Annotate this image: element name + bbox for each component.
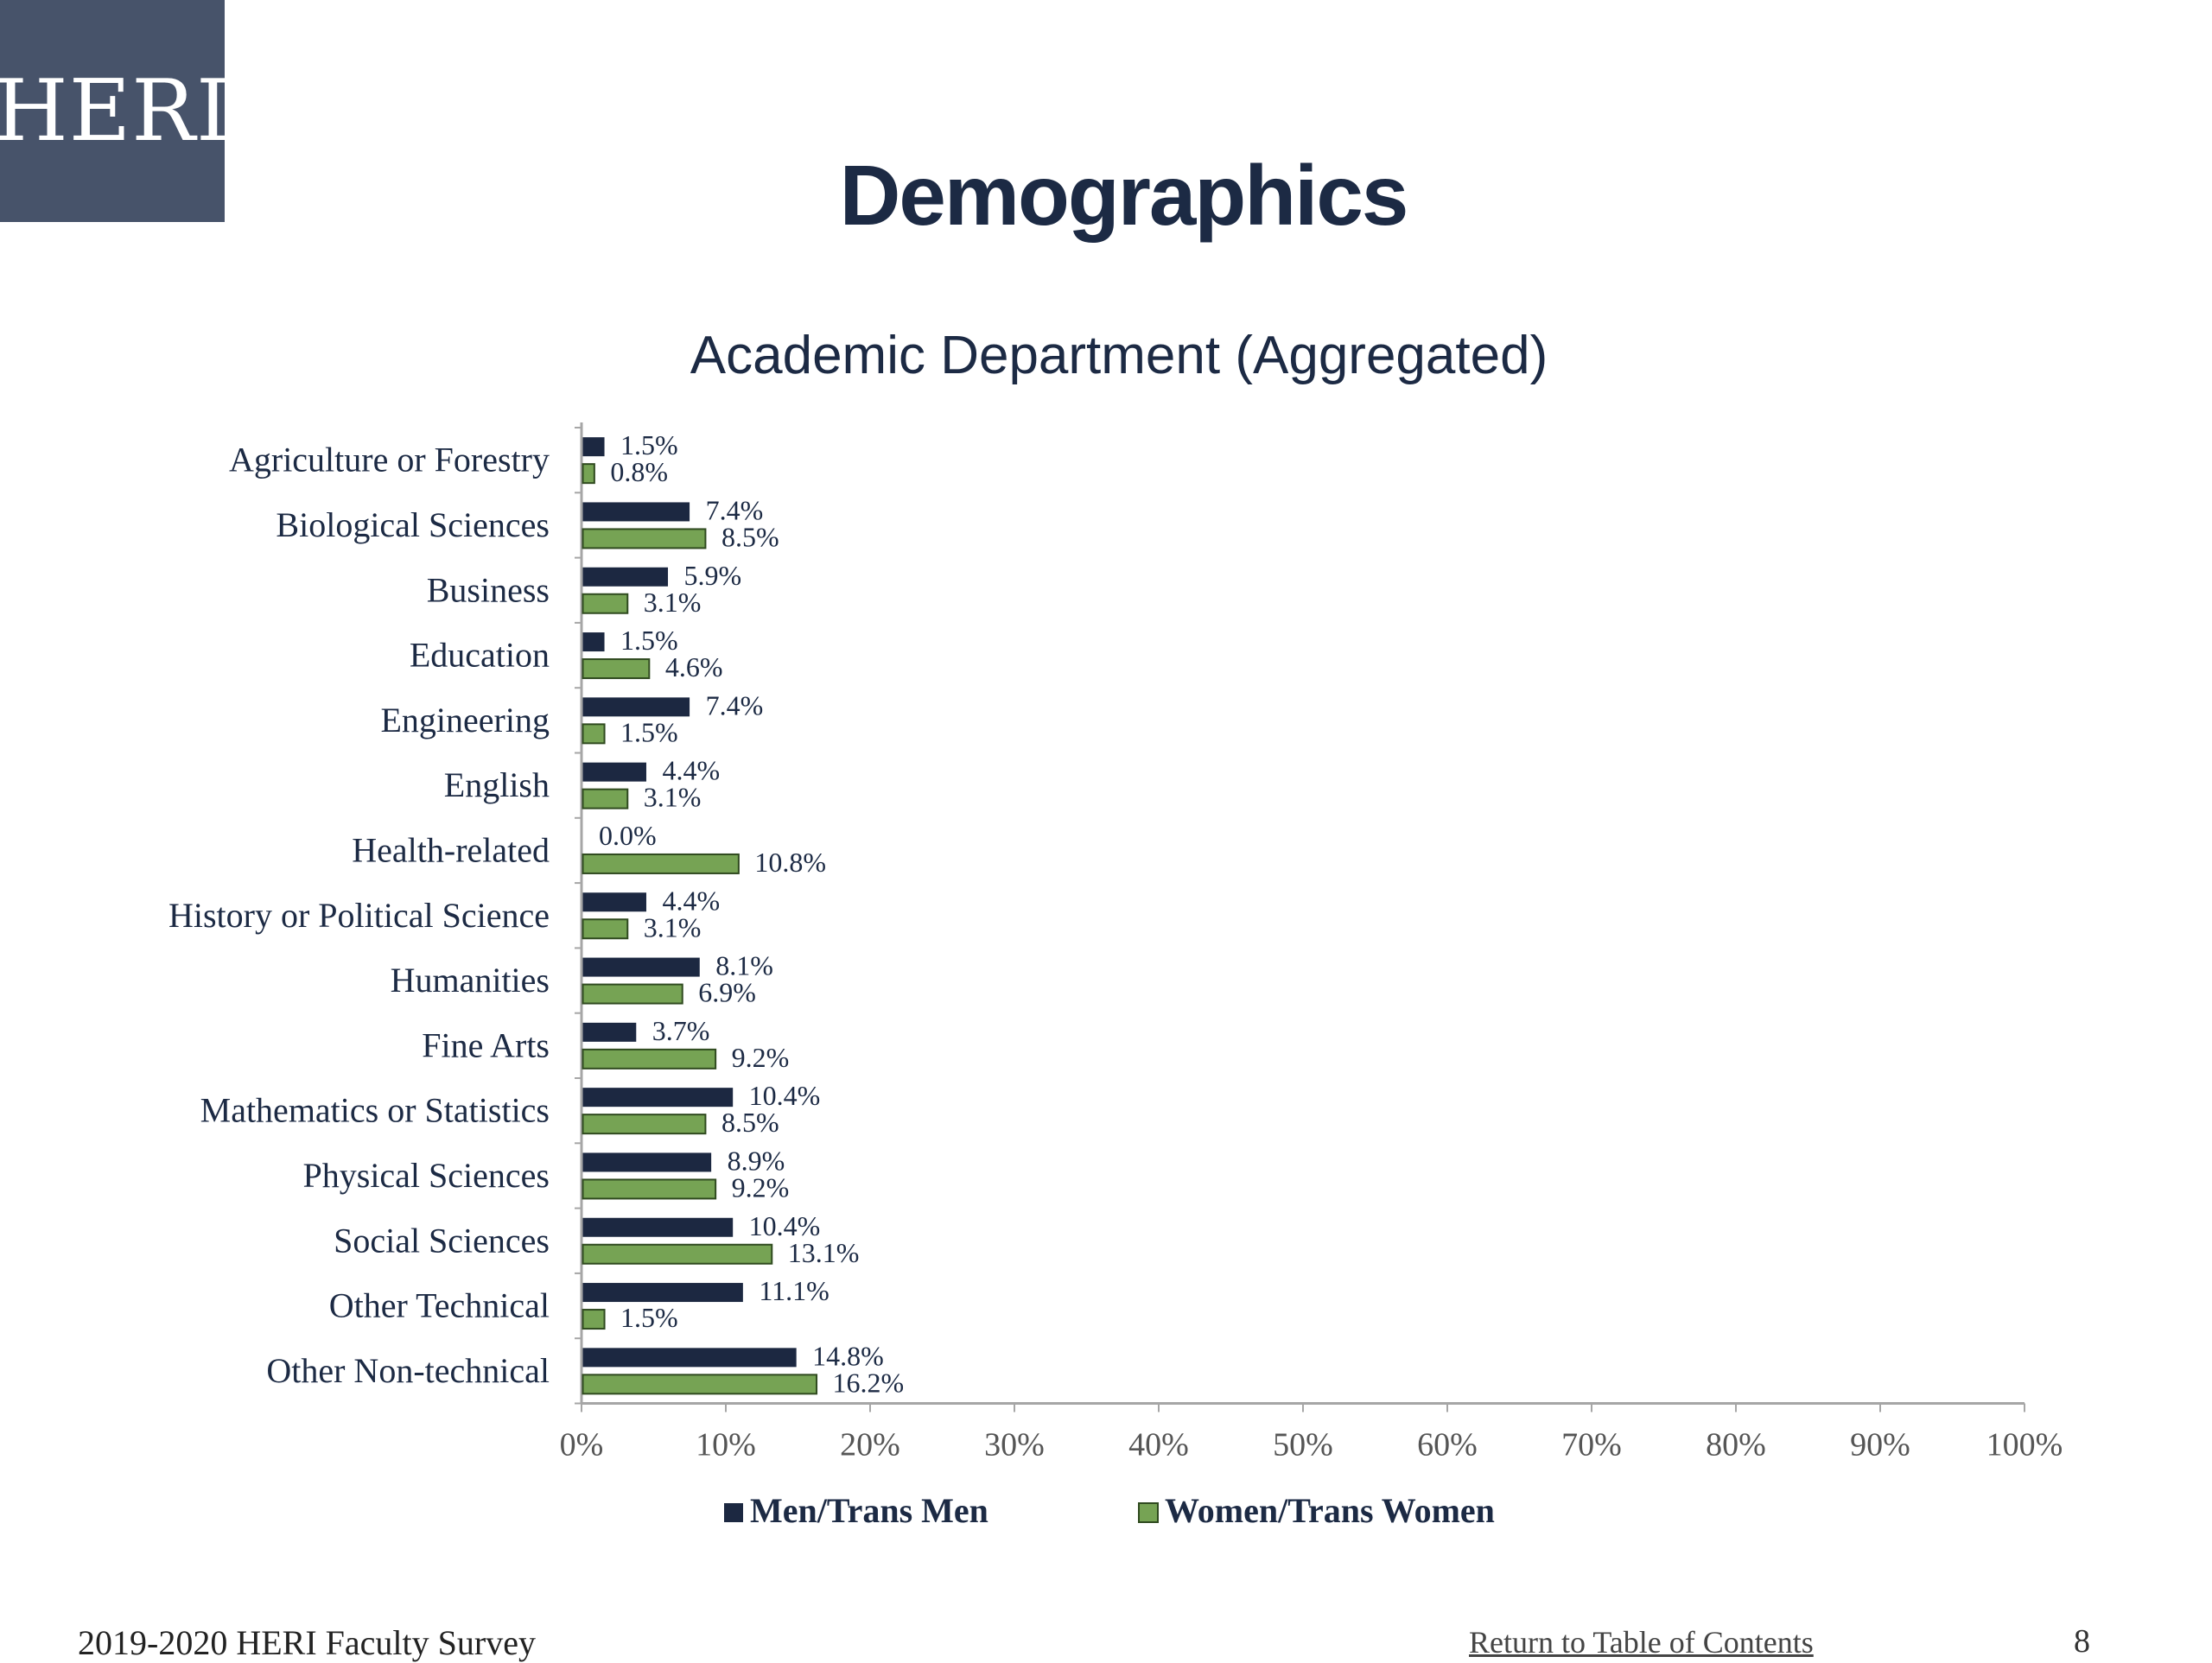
page-title: Demographics [839,148,1409,243]
x-tick-label: 0% [560,1427,604,1463]
category-label: Business [427,570,550,609]
bar-women [582,1243,773,1265]
data-label: 0.0% [599,820,657,851]
x-tick-label: 80% [1706,1427,1766,1463]
x-tick-label: 20% [840,1427,900,1463]
data-label: 5.9% [684,560,742,591]
data-label: 4.4% [662,885,720,916]
data-label: 14.8% [812,1340,884,1371]
x-tick-label: 30% [984,1427,1045,1463]
legend-swatch-men [724,1503,743,1522]
data-label: 13.1% [788,1237,860,1268]
bar-men [582,1088,734,1108]
category-label: Biological Sciences [276,505,550,544]
bar-men [582,632,605,652]
bar-men [582,1022,637,1042]
bar-women [582,528,707,549]
category-label: Other Non-technical [266,1351,550,1390]
data-label: 4.4% [662,755,720,786]
category-label: Physical Sciences [303,1156,550,1195]
bar-men [582,1217,734,1237]
data-label: 10.8% [754,847,826,878]
category-label: Engineering [381,701,550,739]
data-label: 7.4% [706,494,764,525]
bar-women [582,1178,717,1200]
category-label: Mathematics or Statistics [200,1091,550,1130]
bar-women [582,918,629,940]
data-label: 3.1% [644,911,702,943]
data-label: 8.1% [715,950,773,981]
data-label: 3.1% [644,587,702,618]
bar-women [582,788,629,809]
bar-men [582,957,700,977]
bar-men [582,1348,797,1368]
data-label: 9.2% [732,1171,790,1203]
chart-title: Academic Department (Aggregated) [690,326,1548,385]
x-tick-label: 100% [1986,1427,2063,1463]
data-label: 1.5% [620,625,678,656]
legend-label-women: Women/Trans Women [1165,1491,1495,1530]
data-label: 9.2% [732,1042,790,1073]
data-label: 1.5% [620,429,678,460]
bar-men [582,1283,743,1303]
data-label: 1.5% [620,716,678,747]
x-tick-label: 70% [1561,1427,1622,1463]
data-label: 3.7% [652,1015,710,1046]
category-label: History or Political Science [168,896,550,935]
footer-survey-name: 2019-2020 HERI Faculty Survey [78,1623,536,1662]
category-label: English [444,765,550,804]
page-number: 8 [2074,1623,2090,1660]
bar-women [582,463,595,485]
x-tick-label: 50% [1273,1427,1333,1463]
heri-logo: HERI [0,0,230,222]
category-label: Social Sciences [334,1221,550,1260]
bar-women [582,1048,717,1070]
category-label: Other Technical [329,1286,550,1325]
bar-men [582,1152,712,1172]
legend-label-men: Men/Trans Men [750,1491,988,1530]
data-label: 8.5% [721,521,779,552]
bar-men [582,892,646,912]
category-label: Humanities [391,961,550,1000]
data-label: 4.6% [665,651,723,682]
bar-women [582,1374,818,1395]
bar-men [582,567,669,587]
x-tick-label: 40% [1128,1427,1189,1463]
legend-swatch-women [1138,1502,1159,1523]
x-tick-label: 10% [696,1427,756,1463]
data-label: 3.1% [644,782,702,813]
bar-women [582,723,606,745]
bar-men [582,762,646,782]
category-label: Agriculture or Forestry [229,441,550,479]
data-label: 11.1% [759,1275,829,1306]
data-label: 0.8% [610,456,668,487]
data-label: 10.4% [749,1080,821,1111]
return-to-toc-link[interactable]: Return to Table of Contents [1469,1625,1814,1660]
bar-women [582,1114,707,1135]
bar-women [582,658,651,680]
bar-men [582,502,690,522]
x-tick-label: 90% [1850,1427,1910,1463]
bar-men [582,697,690,717]
bar-women [582,1309,606,1330]
data-label: 8.9% [728,1145,785,1176]
data-label: 10.4% [749,1210,821,1241]
bar-women [582,593,629,614]
data-label: 16.2% [833,1367,905,1398]
bar-women [582,983,683,1005]
x-tick-label: 60% [1417,1427,1478,1463]
plot-area: 0% 10% 20% 30% 40% 50% 60% 70% 80% 90% 100% Agricul… [168,422,2063,1530]
data-label: 1.5% [620,1302,678,1333]
category-label: Fine Arts [422,1025,550,1064]
bar-men [582,437,605,457]
data-label: 7.4% [706,689,764,720]
bar-women [582,853,740,874]
data-label: 8.5% [721,1107,779,1138]
data-label: 6.9% [698,977,756,1008]
category-label: Health-related [352,830,550,869]
category-label: Education [410,636,550,675]
